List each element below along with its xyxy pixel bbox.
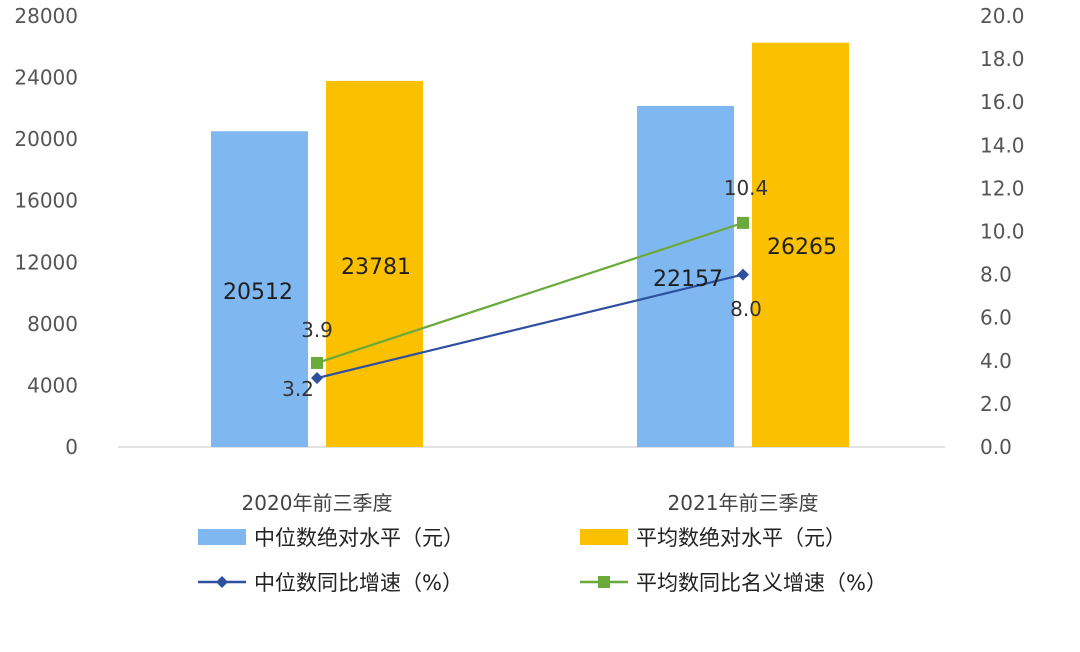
right-tick-label: 16.0 bbox=[980, 90, 1025, 114]
legend-label: 平均数同比名义增速（%） bbox=[636, 571, 887, 595]
legend-marker-diamond bbox=[216, 576, 228, 588]
legend-label: 中位数同比增速（%） bbox=[254, 571, 463, 595]
bar-data-labels: 20512 22157 23781 26265 bbox=[223, 235, 837, 305]
legend-marker-square bbox=[598, 576, 610, 588]
legend-swatch bbox=[198, 529, 246, 545]
right-tick-label: 18.0 bbox=[980, 47, 1025, 71]
bar-mean bbox=[752, 42, 849, 448]
right-tick-label: 10.0 bbox=[980, 220, 1025, 244]
left-tick-label: 8000 bbox=[27, 312, 78, 336]
left-tick-label: 16000 bbox=[14, 189, 78, 213]
bar-mean bbox=[326, 80, 423, 447]
left-tick-label: 20000 bbox=[14, 127, 78, 151]
right-tick-label: 14.0 bbox=[980, 133, 1025, 157]
line-group bbox=[311, 216, 749, 385]
left-tick-label: 24000 bbox=[14, 66, 78, 90]
category-labels: 2020年前三季度 2021年前三季度 bbox=[242, 491, 819, 515]
right-tick-label: 12.0 bbox=[980, 176, 1025, 200]
bar-data-label: 22157 bbox=[653, 267, 723, 292]
bar-data-label: 23781 bbox=[341, 255, 411, 280]
bar-median bbox=[211, 131, 308, 447]
marker-square bbox=[311, 356, 323, 369]
right-tick-label: 6.0 bbox=[980, 306, 1012, 330]
line-median-growth bbox=[316, 273, 744, 380]
line-data-label: 3.2 bbox=[282, 377, 314, 401]
left-tick-label: 4000 bbox=[27, 373, 78, 397]
bar-data-label: 26265 bbox=[767, 235, 837, 260]
bar-group bbox=[211, 42, 849, 448]
bar-median bbox=[637, 105, 734, 448]
right-axis: 0.0 2.0 4.0 6.0 8.0 10.0 12.0 14.0 16.0 18.0 20.0 bbox=[980, 4, 1025, 459]
category-label: 2021年前三季度 bbox=[668, 491, 819, 515]
line-data-label: 3.9 bbox=[301, 318, 333, 342]
right-tick-label: 8.0 bbox=[980, 263, 1012, 287]
legend-label: 平均数绝对水平（元） bbox=[636, 526, 846, 550]
line-data-label: 8.0 bbox=[730, 297, 762, 321]
line-data-label: 10.4 bbox=[724, 176, 769, 200]
legend-swatch bbox=[580, 529, 628, 545]
left-tick-label: 12000 bbox=[14, 250, 78, 274]
line-data-labels: 3.2 8.0 3.9 10.4 bbox=[282, 176, 768, 401]
right-tick-label: 20.0 bbox=[980, 4, 1025, 28]
right-tick-label: 4.0 bbox=[980, 349, 1012, 373]
category-label: 2020年前三季度 bbox=[242, 491, 393, 515]
marker-diamond bbox=[737, 268, 749, 281]
line-mean-growth bbox=[316, 221, 744, 364]
bar-data-label: 20512 bbox=[223, 280, 293, 305]
legend-label: 中位数绝对水平（元） bbox=[254, 526, 464, 550]
left-tick-label: 0 bbox=[65, 435, 78, 459]
marker-diamond bbox=[311, 372, 323, 385]
right-tick-label: 2.0 bbox=[980, 392, 1012, 416]
marker-square bbox=[737, 216, 749, 229]
legend: 中位数绝对水平（元） 平均数绝对水平（元） 中位数同比增速（%） 平均数同比名义增速（… bbox=[198, 526, 887, 595]
left-tick-label: 28000 bbox=[14, 4, 78, 28]
left-axis: 0 4000 8000 12000 16000 20000 24000 28000 bbox=[14, 4, 78, 459]
right-tick-label: 0.0 bbox=[980, 435, 1012, 459]
